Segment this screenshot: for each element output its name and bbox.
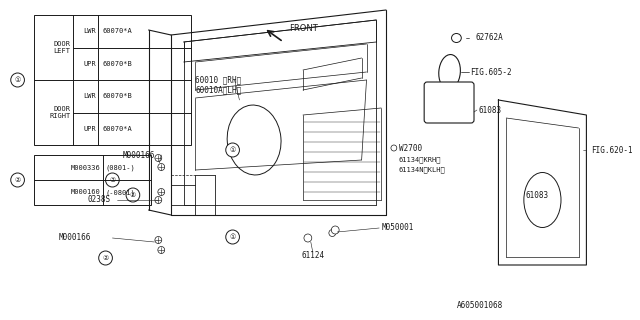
Circle shape <box>99 251 113 265</box>
Text: 60070*B: 60070*B <box>102 61 132 67</box>
Text: DOOR
LEFT: DOOR LEFT <box>53 41 70 54</box>
Ellipse shape <box>452 34 461 43</box>
Text: M050001: M050001 <box>381 223 413 233</box>
Text: LWR: LWR <box>83 93 96 99</box>
Circle shape <box>126 188 140 202</box>
Text: LWR: LWR <box>83 28 96 34</box>
Text: ②: ② <box>130 192 136 198</box>
Text: 61134N〈KLH〉: 61134N〈KLH〉 <box>399 167 445 173</box>
Ellipse shape <box>158 246 164 253</box>
Text: 60070*B: 60070*B <box>102 93 132 99</box>
FancyBboxPatch shape <box>424 82 474 123</box>
Text: 60070*A: 60070*A <box>102 28 132 34</box>
Text: ②: ② <box>109 177 115 183</box>
Ellipse shape <box>158 188 164 196</box>
Circle shape <box>11 173 24 187</box>
Text: 61083: 61083 <box>526 190 549 199</box>
Bar <box>34 155 152 205</box>
Text: (0801-): (0801-) <box>106 164 135 171</box>
Text: UPR: UPR <box>83 126 96 132</box>
Text: M000166: M000166 <box>59 234 91 243</box>
Text: ①: ① <box>230 234 236 240</box>
Text: (-0801): (-0801) <box>106 189 135 196</box>
Text: FIG.620-1: FIG.620-1 <box>591 146 633 155</box>
Ellipse shape <box>155 236 162 244</box>
Text: 61134〈KRH〉: 61134〈KRH〉 <box>399 157 441 163</box>
Text: M000336: M000336 <box>71 164 100 171</box>
Bar <box>34 15 191 145</box>
Text: FRONT: FRONT <box>289 23 318 33</box>
Text: 61124: 61124 <box>301 251 324 260</box>
Text: 62762A: 62762A <box>476 33 504 42</box>
Ellipse shape <box>158 164 164 171</box>
Ellipse shape <box>332 226 339 234</box>
Text: ①: ① <box>230 147 236 153</box>
Ellipse shape <box>524 172 561 228</box>
Circle shape <box>106 173 119 187</box>
Ellipse shape <box>329 229 336 236</box>
Text: W2700: W2700 <box>399 143 422 153</box>
Text: ②: ② <box>15 177 20 183</box>
Text: 61083: 61083 <box>479 106 502 115</box>
Text: 60010A〈LH〉: 60010A〈LH〉 <box>195 85 242 94</box>
Circle shape <box>226 143 239 157</box>
Text: 60070*A: 60070*A <box>102 126 132 132</box>
Text: 60010 〈RH〉: 60010 〈RH〉 <box>195 76 242 84</box>
Text: M000166: M000166 <box>122 150 154 159</box>
Text: DOOR
RIGHT: DOOR RIGHT <box>49 106 70 119</box>
Circle shape <box>226 230 239 244</box>
Ellipse shape <box>227 105 281 175</box>
Ellipse shape <box>391 145 397 151</box>
Ellipse shape <box>439 54 460 90</box>
Ellipse shape <box>155 155 162 162</box>
Text: A605001068: A605001068 <box>456 300 502 309</box>
Text: FIG.605-2: FIG.605-2 <box>470 68 512 76</box>
Text: ①: ① <box>15 77 20 83</box>
Text: ②: ② <box>102 255 109 261</box>
Text: UPR: UPR <box>83 61 96 67</box>
Ellipse shape <box>155 196 162 204</box>
Text: M000160: M000160 <box>71 189 100 196</box>
Circle shape <box>11 73 24 87</box>
Ellipse shape <box>304 234 312 242</box>
Text: 0238S: 0238S <box>88 196 111 204</box>
